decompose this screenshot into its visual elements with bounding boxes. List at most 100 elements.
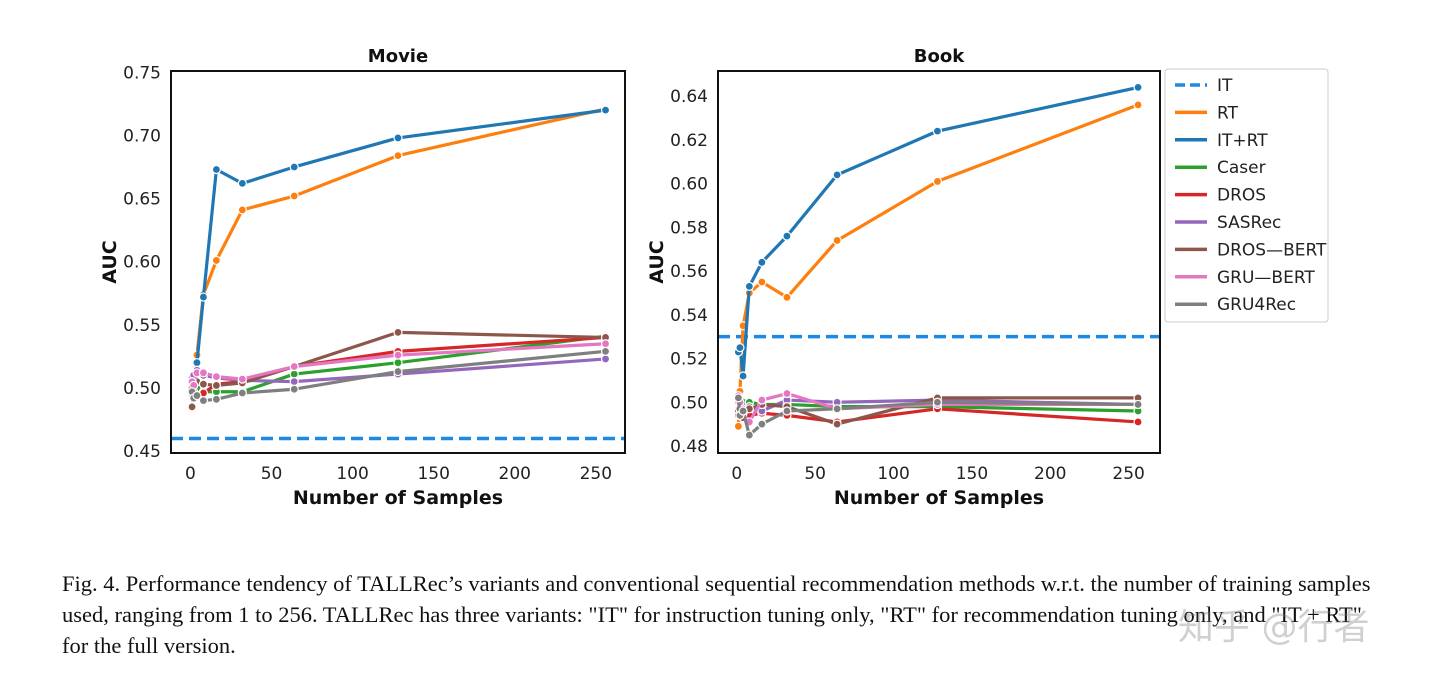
book-series-rt-line xyxy=(736,103,1139,427)
legend-box xyxy=(1164,68,1329,323)
movie-series-sasrec-point xyxy=(600,354,611,364)
book-series-it-rt-point xyxy=(782,231,792,241)
movie-y-tick-label: 0.75 xyxy=(123,63,161,83)
book-y-tick-label: 0.52 xyxy=(670,350,708,370)
book-series-it-rt-point xyxy=(738,371,748,381)
legend-entry: Caser xyxy=(1217,158,1266,178)
legend-entry: DROS—BERT xyxy=(1217,240,1327,260)
movie-y-tick-label: 0.55 xyxy=(123,316,161,336)
book-y-tick-label: 0.58 xyxy=(670,218,708,238)
movie-x-axis-label: Number of Samples xyxy=(293,487,503,509)
book-series-rt-point xyxy=(932,176,943,187)
movie-series-rt-point xyxy=(289,191,299,201)
movie-y-axis-label: AUC xyxy=(99,240,121,284)
legend-entry: GRU4Rec xyxy=(1217,295,1296,315)
legend-entry: IT+RT xyxy=(1217,131,1268,151)
movie-series-it-rt-point xyxy=(289,162,299,172)
book-series-gru4rec-point xyxy=(757,419,767,429)
movie-series-it-rt-point xyxy=(600,105,611,115)
legend-entry: DROS xyxy=(1217,186,1266,206)
book-y-tick-label: 0.56 xyxy=(670,262,708,282)
book-y-tick-label: 0.48 xyxy=(670,437,708,457)
movie-y-tick-label: 0.60 xyxy=(123,253,161,273)
movie-series-gru4rec-point xyxy=(192,390,202,401)
movie-series-gru-bert-point xyxy=(237,374,247,384)
movie-series-gru4rec-point xyxy=(289,384,299,394)
movie-y-tick-label: 0.65 xyxy=(123,190,161,210)
book-series-rt-point xyxy=(1133,100,1143,110)
movie-series-dros-bert-point xyxy=(393,327,403,338)
movie-chart-title: Movie xyxy=(368,46,428,67)
movie-series-gru-bert-point xyxy=(211,372,221,382)
book-series-dros-point xyxy=(1133,417,1143,427)
watermark: 知乎 @行者 xyxy=(1178,607,1370,648)
book-x-tick-label: 200 xyxy=(1034,464,1066,484)
movie-series-dros-bert-point xyxy=(198,379,209,389)
book-y-tick-label: 0.50 xyxy=(670,393,708,413)
movie-plot-frame xyxy=(170,70,626,454)
legend-entry: IT xyxy=(1217,76,1233,96)
movie-x-tick-label: 0 xyxy=(185,464,196,484)
movie-series-gru4rec-point xyxy=(211,394,221,404)
movie-series-rt-point xyxy=(393,151,403,161)
movie-y-tick-label: 0.45 xyxy=(123,442,161,462)
movie-series-it-rt-point xyxy=(393,133,403,143)
book-series-rt-point xyxy=(782,292,792,302)
movie-series-rt-point xyxy=(237,205,247,215)
movie-series-gru4rec-point xyxy=(198,395,209,406)
book-series-rt-point xyxy=(832,235,842,246)
book-y-tick-label: 0.60 xyxy=(670,175,708,195)
figure: Movie Number of Samples AUC 0 50 100 150 200 250… xyxy=(99,46,1329,509)
book-series-it-rt-point xyxy=(1133,82,1143,92)
book-series-gru-bert-point xyxy=(757,395,767,405)
book-x-axis-label: Number of Samples xyxy=(834,487,1044,509)
book-series-gru4rec-point xyxy=(932,397,943,407)
book-x-tick-label: 0 xyxy=(731,464,742,484)
movie-series-caser-point xyxy=(393,358,403,368)
movie-series-caser-point xyxy=(289,369,299,379)
book-series-gru4rec-point xyxy=(738,406,748,416)
book-series-gru4rec-point xyxy=(782,406,792,416)
movie-series-gru-bert-point xyxy=(393,350,403,360)
book-series-it-rt-point xyxy=(932,126,943,136)
book-series-it-rt-point xyxy=(744,281,754,291)
movie-y-tick-label: 0.70 xyxy=(123,126,161,146)
book-series-rt-point xyxy=(733,421,743,431)
book-y-axis-label: AUC xyxy=(646,240,668,284)
book-series-gru4rec-point xyxy=(832,404,842,414)
movie-series-it-rt-point xyxy=(198,292,209,302)
movie-series-gru4rec-point xyxy=(600,346,611,356)
book-series-gru4rec-point xyxy=(744,430,754,440)
movie-series-gru4rec-point xyxy=(393,366,403,377)
book-y-tick-label: 0.64 xyxy=(670,87,708,107)
movie-series-sasrec-point xyxy=(289,377,299,387)
figure-caption: Fig. 4. Performance tendency of TALLRec’… xyxy=(62,571,1371,658)
legend-entry: GRU—BERT xyxy=(1217,268,1315,288)
book-series-dros-bert-point xyxy=(832,419,842,429)
movie-series-gru-bert-point xyxy=(289,361,299,372)
book-y-tick-label: 0.62 xyxy=(670,131,708,151)
book-x-tick-label: 50 xyxy=(804,464,826,484)
movie-y-tick-label: 0.50 xyxy=(123,379,161,399)
movie-series-dros-bert-point xyxy=(211,380,221,391)
book-chart-title: Book xyxy=(914,46,965,67)
movie-series-it-rt-point xyxy=(211,164,221,175)
legend-entry: SASRec xyxy=(1217,213,1281,233)
movie-x-tick-label: 150 xyxy=(417,464,449,484)
book-plot-frame xyxy=(717,70,1161,454)
book-x-tick-label: 150 xyxy=(956,464,988,484)
movie-series-it-rt-point xyxy=(237,178,247,188)
book-series-it-rt-point xyxy=(832,170,842,180)
movie-series-gru4rec-point xyxy=(237,388,247,398)
movie-series-it-rt-point xyxy=(192,358,202,368)
book-x-tick-label: 250 xyxy=(1112,464,1144,484)
movie-series-gru-bert-point xyxy=(198,368,209,378)
legend-entry: RT xyxy=(1217,103,1239,123)
book-series-rt-point xyxy=(757,277,767,287)
movie-x-tick-label: 250 xyxy=(580,464,612,484)
movie-x-tick-label: 100 xyxy=(336,464,368,484)
book-x-tick-label: 100 xyxy=(877,464,909,484)
book-series-it-rt-point xyxy=(735,343,745,353)
movie-x-tick-label: 200 xyxy=(499,464,531,484)
book-series-it-rt-point xyxy=(757,257,767,267)
